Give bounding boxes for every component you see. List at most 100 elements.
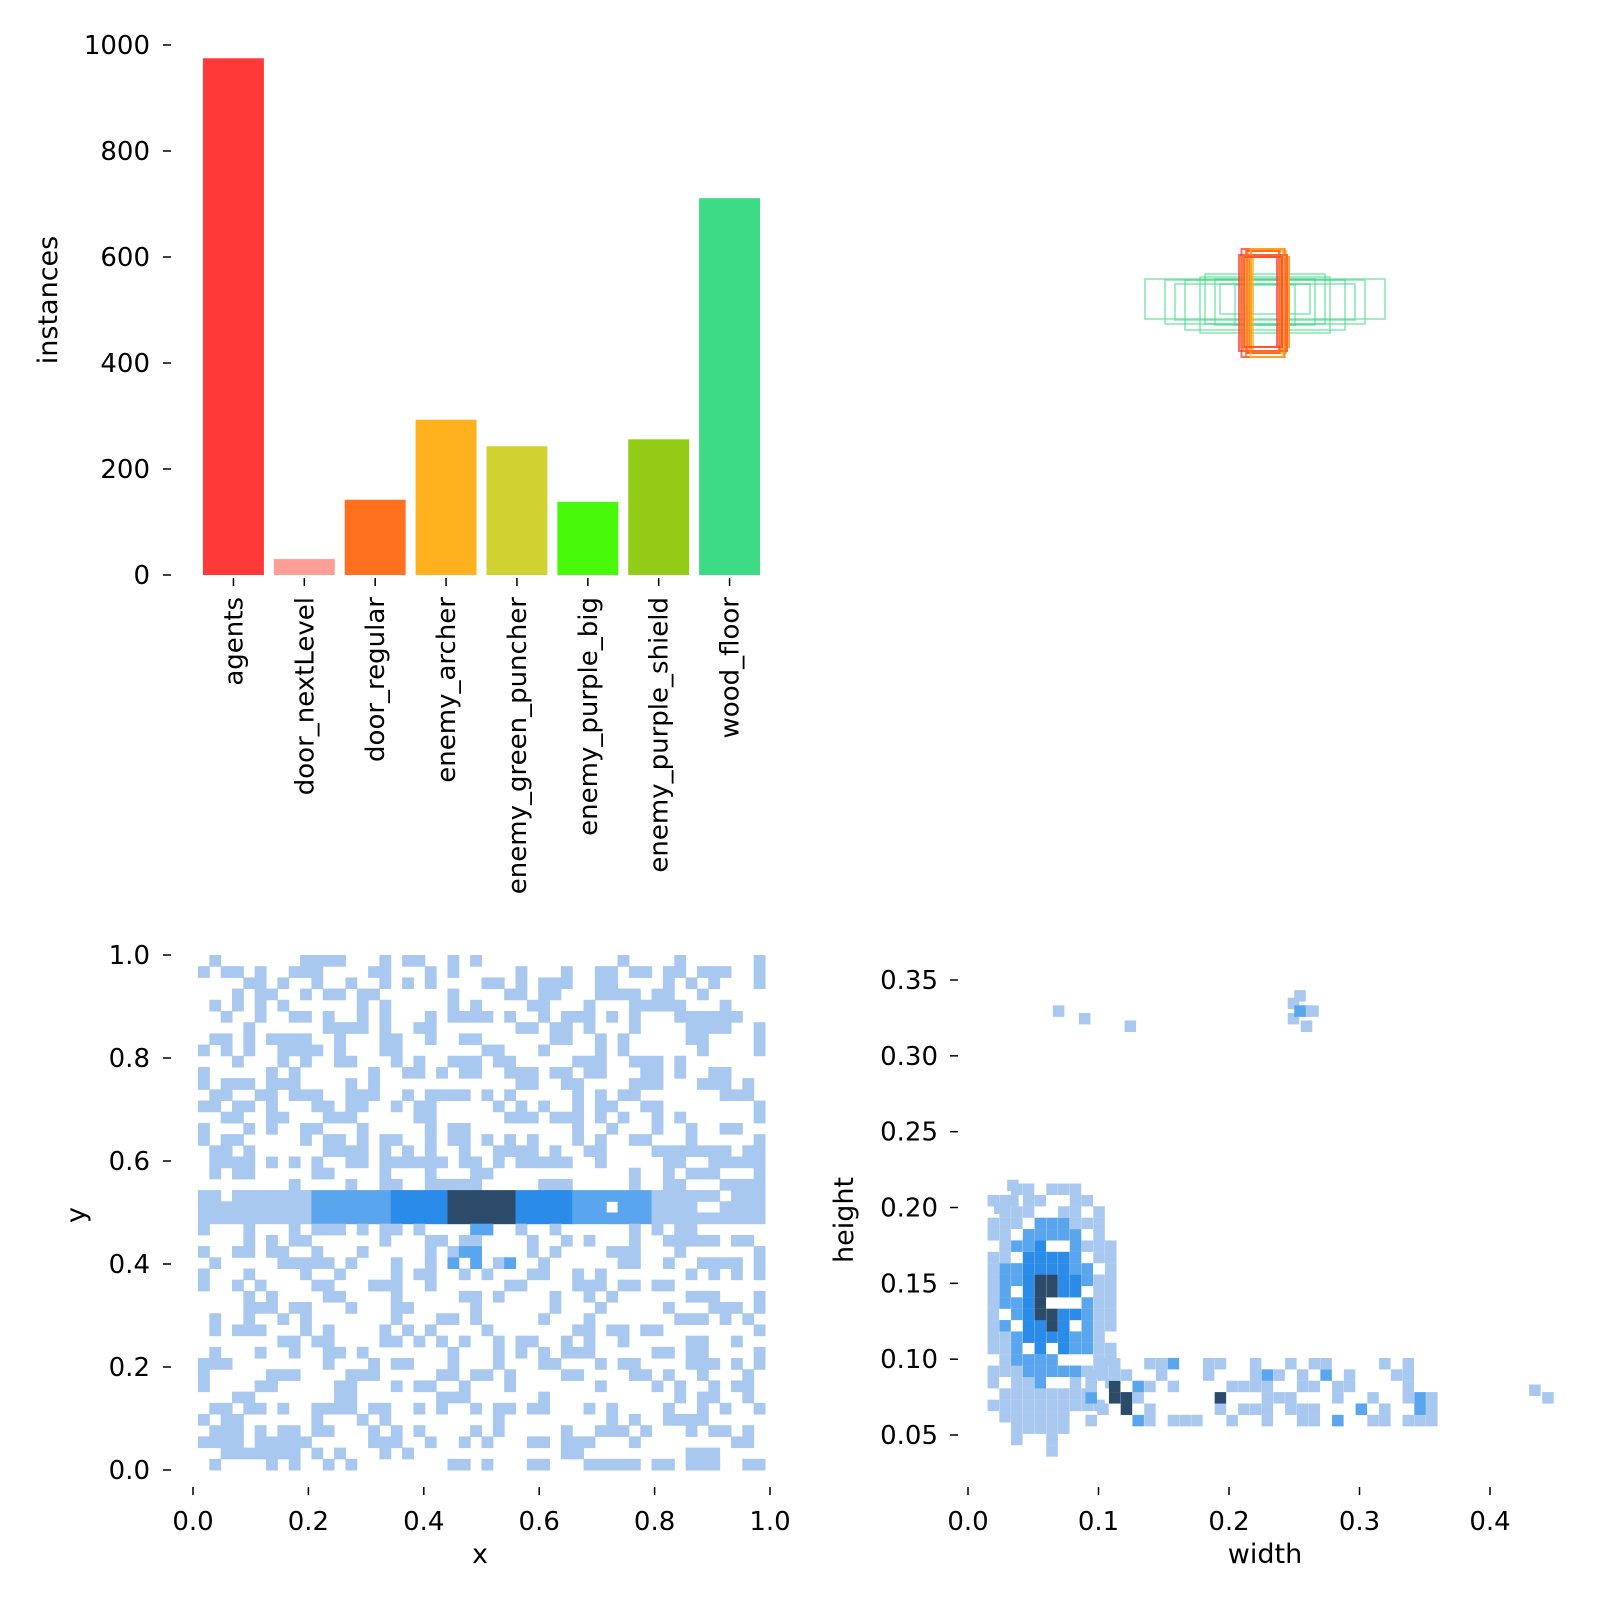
xy-heatmap-cell xyxy=(572,1089,585,1102)
wh-heatmap-cell xyxy=(1108,1380,1121,1393)
xy-heatmap-cell xyxy=(481,1223,494,1236)
xy-heatmap-cell xyxy=(345,1100,358,1113)
xy-heatmap-cell xyxy=(322,1111,335,1124)
wh-heatmap-cell xyxy=(1069,1263,1082,1275)
xy-heatmap-cell xyxy=(685,1425,698,1437)
xy-heatmap-cell xyxy=(549,1302,562,1314)
xy-heatmap-cell xyxy=(730,1190,743,1202)
xy-heatmap-cell xyxy=(583,1055,596,1068)
xy-heatmap-cell xyxy=(617,988,630,1001)
xy-heatmap-cell xyxy=(549,1111,562,1124)
xy-heatmap-cell xyxy=(753,1178,766,1191)
xy-heatmap-cell xyxy=(424,1178,437,1191)
xy-heatmap-cell xyxy=(515,988,528,1001)
xy-heatmap-cell xyxy=(526,1335,539,1348)
wh-heatmap-cell xyxy=(1022,1308,1035,1321)
xy-heatmap-cell xyxy=(288,1033,301,1046)
xy-heatmap-cell xyxy=(696,1290,709,1303)
xy-heatmap-cell xyxy=(345,1380,358,1393)
wh-heatmap-cell xyxy=(1081,1194,1094,1207)
xy-y-tick-label: 0.2 xyxy=(109,1353,150,1383)
bar-enemy_purple_shield xyxy=(628,439,690,575)
xy-heatmap-cell xyxy=(266,1033,278,1046)
xy-heatmap-cell xyxy=(504,1257,517,1269)
xy-heatmap-cell xyxy=(390,1190,403,1202)
xy-heatmap-cell xyxy=(424,977,437,990)
xy-heatmap-cell xyxy=(696,1402,709,1415)
xy-heatmap-cell xyxy=(243,1100,256,1113)
wh-heatmap-cell xyxy=(1542,1392,1554,1404)
label-box xyxy=(1164,279,1366,325)
xy-heatmap-cell xyxy=(662,1257,675,1269)
xy-heatmap-cell xyxy=(594,1055,607,1068)
xy-heatmap-cell xyxy=(243,1223,256,1236)
xy-heatmap-cell xyxy=(356,1122,369,1135)
xy-heatmap-cell xyxy=(243,1234,256,1247)
xy-heatmap-cell xyxy=(322,1335,335,1348)
xy-heatmap-cell xyxy=(447,1369,460,1381)
xy-heatmap-cell xyxy=(492,1145,505,1158)
xy-heatmap-cell xyxy=(538,988,551,1001)
xy-heatmap-cell xyxy=(583,1201,596,1213)
xy-heatmap-cell xyxy=(220,1358,233,1370)
wh-heatmap-cell xyxy=(1034,1354,1047,1366)
xy-heatmap-cell xyxy=(662,1178,675,1191)
xy-heatmap-cell xyxy=(685,1022,698,1034)
wh-heatmap-cell xyxy=(1011,1206,1023,1218)
xy-heatmap-cell xyxy=(243,1201,256,1213)
xy-heatmap-cell xyxy=(515,1156,528,1169)
xy-heatmap-cell xyxy=(560,966,573,978)
xy-heatmap-cell xyxy=(572,1100,585,1113)
xy-heatmap-cell xyxy=(356,1414,369,1426)
wh-heatmap-cell xyxy=(1179,1414,1191,1427)
xy-heatmap-cell xyxy=(288,1089,301,1102)
xy-heatmap-cell xyxy=(345,1178,358,1191)
label-box xyxy=(1184,279,1346,331)
xy-heatmap-cell xyxy=(662,1369,675,1381)
xy-heatmap-cell xyxy=(492,1290,505,1303)
xy-heatmap-cell xyxy=(696,1190,709,1202)
xy-heatmap-cell xyxy=(651,1223,664,1236)
xy-heatmap-cell xyxy=(481,1089,494,1102)
xy-heatmap-cell xyxy=(685,1190,698,1202)
xy-heatmap-cell xyxy=(583,1234,596,1247)
xy-heatmap-cell xyxy=(628,1022,641,1034)
xy-heatmap-cell xyxy=(628,1089,641,1102)
xy-heatmap-cell xyxy=(447,999,460,1012)
xy-heatmap-cell xyxy=(334,988,346,1001)
wh-heatmap-cell xyxy=(1367,1414,1379,1427)
xy-heatmap-cell xyxy=(311,1044,324,1057)
wh-heatmap-cell xyxy=(1093,1285,1105,1298)
bar-x-tick-label: enemy_green_puncher xyxy=(503,597,533,895)
xy-heatmap-cell xyxy=(685,1167,698,1180)
xy-heatmap-cell xyxy=(209,1358,222,1370)
xy-heatmap-cell xyxy=(447,1313,460,1325)
xy-heatmap-cell xyxy=(696,1369,709,1381)
wh-heatmap-cell xyxy=(1022,1229,1035,1241)
wh-heatmap-cell xyxy=(1296,1403,1309,1415)
xy-heatmap-cell xyxy=(379,1335,392,1348)
xy-heatmap-cell xyxy=(753,1156,766,1169)
xy-heatmap-cell xyxy=(651,1346,664,1359)
wh-heatmap-cell xyxy=(994,1202,1006,1214)
xy-heatmap: 0.0 0.2 0.4 0.6 0.8 1.0 0.0 0.2 0.4 0.6 0.8 1.0 x y xyxy=(61,941,791,1570)
xy-heatmap-cell xyxy=(277,1055,290,1068)
xy-heatmap-cell xyxy=(232,1436,244,1449)
xy-heatmap-cell xyxy=(730,1358,743,1370)
xy-heatmap-cell xyxy=(288,1156,301,1169)
xy-heatmap-cell xyxy=(379,1178,392,1191)
xy-heatmap-cell xyxy=(719,1313,732,1325)
xy-heatmap-cell xyxy=(560,1033,573,1046)
xy-heatmap-cell xyxy=(220,1078,233,1090)
xy-heatmap-cell xyxy=(617,1257,630,1269)
xy-heatmap-cell xyxy=(492,1201,505,1213)
xy-heatmap-cell xyxy=(696,1458,709,1471)
xy-heatmap-cell xyxy=(606,1324,619,1337)
wh-heatmap-cell xyxy=(1261,1380,1274,1393)
xy-heatmap-cell xyxy=(753,1167,766,1180)
xy-heatmap-cell xyxy=(526,1212,539,1225)
xy-heatmap-cell xyxy=(640,1066,653,1079)
wh-heatmap-cell xyxy=(1046,1331,1058,1343)
xy-heatmap-cell xyxy=(368,966,380,978)
xy-heatmap-cell xyxy=(719,999,732,1012)
